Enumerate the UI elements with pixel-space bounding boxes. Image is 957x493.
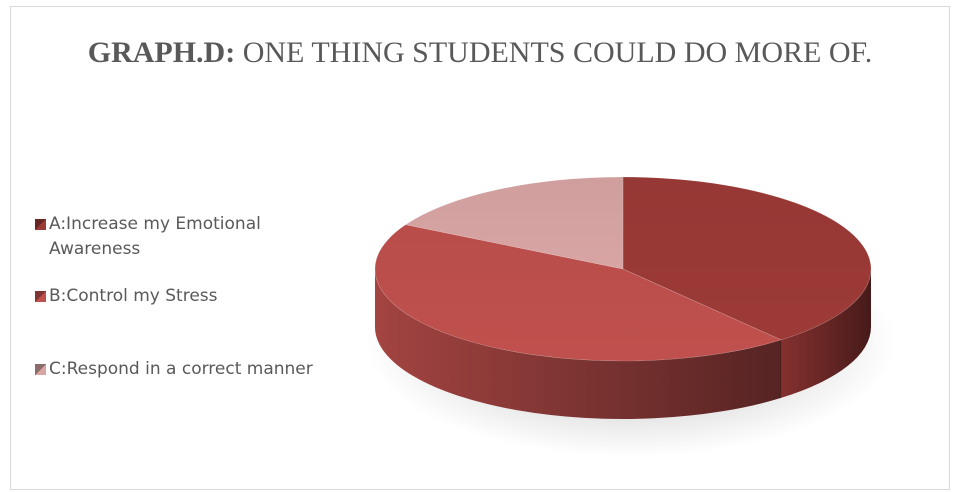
chart-title-prefix: GRAPH.D: xyxy=(87,36,236,69)
pie-chart xyxy=(365,176,897,457)
legend-label-a: A:Increase my Emotional Awareness xyxy=(49,214,261,259)
legend-entry-c: C:Respond in a correct manner xyxy=(35,357,335,382)
pie-slice-a-side xyxy=(781,269,871,398)
pie-slice-b-side xyxy=(375,269,782,419)
legend-swatch-a xyxy=(35,219,46,230)
legend-swatch-c xyxy=(35,364,46,375)
legend-swatch-b xyxy=(35,291,46,302)
chart-title-text: ONE THING STUDENTS COULD DO MORE OF. xyxy=(242,36,873,69)
chart-frame: GRAPH.D: ONE THING STUDENTS COULD DO MOR… xyxy=(10,6,950,490)
pie-slice-b xyxy=(374,224,782,362)
pie-slice-a xyxy=(622,176,872,341)
legend-entry-b: B:Control my Stress xyxy=(35,284,335,309)
legend-label-b: B:Control my Stress xyxy=(49,286,218,306)
pie-slice-c xyxy=(404,176,624,270)
legend-label-c: C:Respond in a correct manner xyxy=(49,359,313,379)
legend-entry-a: A:Increase my Emotional Awareness xyxy=(35,212,335,262)
chart-title: GRAPH.D: ONE THING STUDENTS COULD DO MOR… xyxy=(11,35,949,71)
